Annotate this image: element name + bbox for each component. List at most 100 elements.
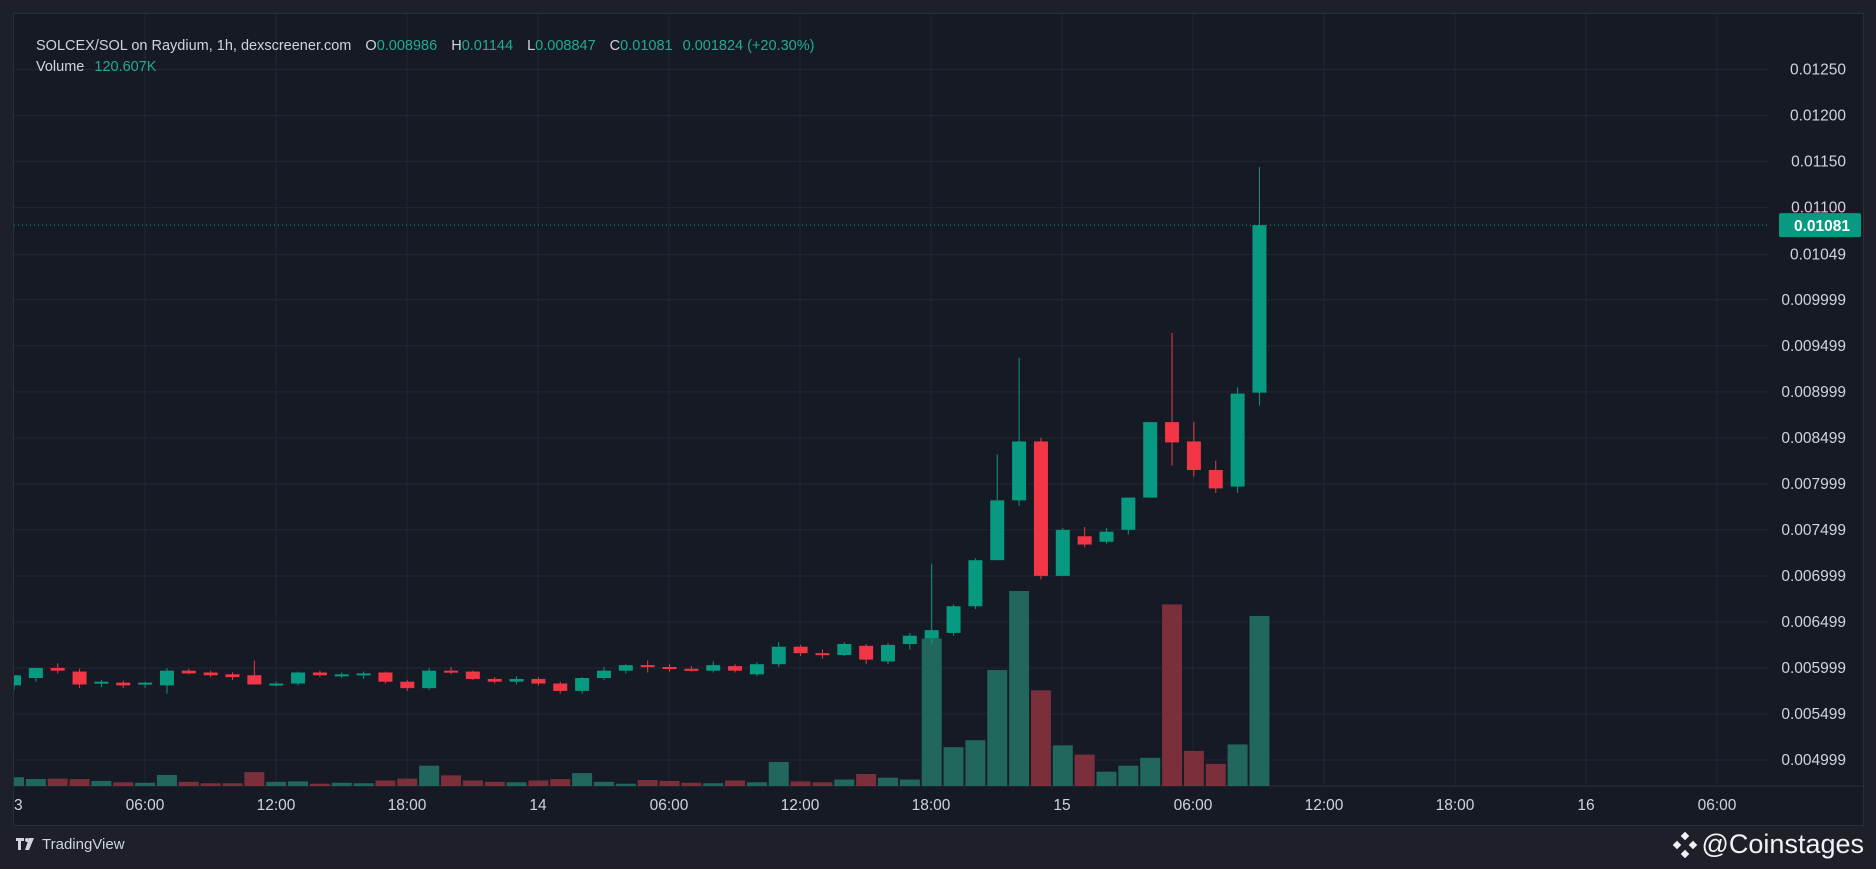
price-tick-label: 0.01200 xyxy=(1790,108,1846,125)
candle-body xyxy=(116,682,131,686)
volume-bar xyxy=(746,782,767,786)
time-axis[interactable]: 3 06:00 12:00 18:00 14 06:00 12:00 18:00 15 06:00… xyxy=(14,797,1737,814)
time-tick-label: 18:00 xyxy=(388,797,427,814)
candle-body xyxy=(94,681,109,684)
candle-body xyxy=(400,681,415,689)
candle-body xyxy=(14,675,21,686)
tradingview-link[interactable]: TradingView xyxy=(16,836,125,853)
candle-body xyxy=(924,630,939,639)
candle-body xyxy=(422,670,437,689)
chart-canvas[interactable]: 0.004999 0.005499 0.005999 0.006499 0.006999… xyxy=(14,14,1863,825)
candle-body xyxy=(247,675,262,685)
legend-high-label: H xyxy=(451,38,462,54)
candle-body xyxy=(1186,441,1201,470)
candle-body xyxy=(1230,393,1245,487)
legend-low-label: L xyxy=(527,38,536,54)
candle-body xyxy=(1033,441,1048,576)
legend-open-value: 0.008986 xyxy=(376,38,438,54)
last-price-text: 0.01081 xyxy=(1794,218,1850,235)
candle-body xyxy=(159,670,174,686)
volume-bar xyxy=(484,781,505,786)
candle-body xyxy=(553,683,568,691)
volume-bar xyxy=(14,777,24,786)
legend-close-value: 0.01081 xyxy=(620,38,673,54)
price-tick-label: 0.006999 xyxy=(1781,568,1846,585)
volume-bar xyxy=(681,782,702,786)
time-tick-label: 06:00 xyxy=(650,797,689,814)
candle-body xyxy=(902,635,917,644)
candle-body xyxy=(444,670,458,673)
candle-body xyxy=(378,672,393,682)
candle-body xyxy=(356,673,371,676)
volume-bar xyxy=(200,783,221,786)
chart-frame[interactable]: 0.004999 0.005499 0.005999 0.006499 0.006999… xyxy=(13,13,1864,826)
price-tick-label: 0.01150 xyxy=(1791,154,1846,171)
volume-bar xyxy=(397,778,418,786)
legend-open-label: O xyxy=(365,38,377,54)
candle-body xyxy=(749,664,764,675)
volume-bar xyxy=(47,778,68,786)
tradingview-label: TradingView xyxy=(42,836,125,853)
candle-body xyxy=(1143,422,1158,498)
time-tick-label: 12:00 xyxy=(257,797,296,814)
candle-body xyxy=(793,646,808,654)
volume-bar xyxy=(135,782,156,786)
time-tick-label: 12:00 xyxy=(1305,797,1344,814)
candle-body xyxy=(1055,529,1070,576)
price-tick-label: 0.01100 xyxy=(1791,200,1846,217)
legend-close-label: C xyxy=(609,38,621,54)
volume-bar xyxy=(222,783,243,786)
candle-body xyxy=(531,678,546,684)
volume-bar xyxy=(615,783,636,786)
candle-body xyxy=(859,645,874,660)
chart-legend: SOLCEX/SOL on Raydium, 1h, dexscreener.c… xyxy=(36,36,814,78)
volume-bars xyxy=(14,591,1270,786)
price-axis[interactable]: 0.004999 0.005499 0.005999 0.006499 0.006999… xyxy=(1781,62,1846,769)
volume-bar xyxy=(878,777,898,786)
candle-body xyxy=(1252,225,1267,393)
volume-bar xyxy=(987,670,1008,786)
volume-bar xyxy=(1140,757,1161,786)
volume-bar xyxy=(156,774,177,786)
volume-bar xyxy=(790,781,811,786)
price-tick-label: 0.007999 xyxy=(1781,476,1846,493)
volume-bar xyxy=(1052,745,1073,786)
candle-body xyxy=(728,666,743,671)
volume-bar xyxy=(528,780,549,786)
volume-bar xyxy=(244,772,265,786)
candle-body xyxy=(706,665,721,671)
last-price-badge xyxy=(1779,213,1861,238)
candle-body xyxy=(1121,497,1136,530)
volume-bar xyxy=(921,638,942,786)
price-tick-label: 0.009999 xyxy=(1781,292,1846,309)
volume-bar xyxy=(637,779,658,786)
candle-body xyxy=(815,653,830,656)
candle-body xyxy=(1208,469,1223,489)
volume-bar xyxy=(1183,750,1204,786)
volume-bar xyxy=(1096,771,1117,786)
volume-bar xyxy=(25,779,46,786)
volume-bar xyxy=(462,780,483,786)
candle-body xyxy=(662,666,677,669)
volume-bar xyxy=(113,782,134,786)
candle-body xyxy=(618,665,633,671)
volume-bar xyxy=(331,782,352,786)
candle-body xyxy=(28,667,43,679)
volume-bar xyxy=(266,781,287,786)
price-tick-label: 0.005999 xyxy=(1781,660,1846,677)
volume-bar xyxy=(856,773,877,786)
candle-body xyxy=(771,646,786,665)
volume-bar xyxy=(572,773,593,786)
price-tick-label: 0.008499 xyxy=(1781,430,1846,447)
candle-body xyxy=(269,683,284,686)
volume-bar xyxy=(593,781,614,786)
price-tick-label: 0.007499 xyxy=(1781,522,1846,539)
candle-body xyxy=(203,672,218,676)
volume-bar xyxy=(725,780,746,786)
volume-bar xyxy=(834,779,855,786)
candle-body xyxy=(1165,422,1180,443)
time-tick-label: 18:00 xyxy=(912,797,951,814)
candle-body xyxy=(946,606,961,633)
time-tick-label: 06:00 xyxy=(1698,797,1737,814)
candle-body xyxy=(487,678,502,682)
